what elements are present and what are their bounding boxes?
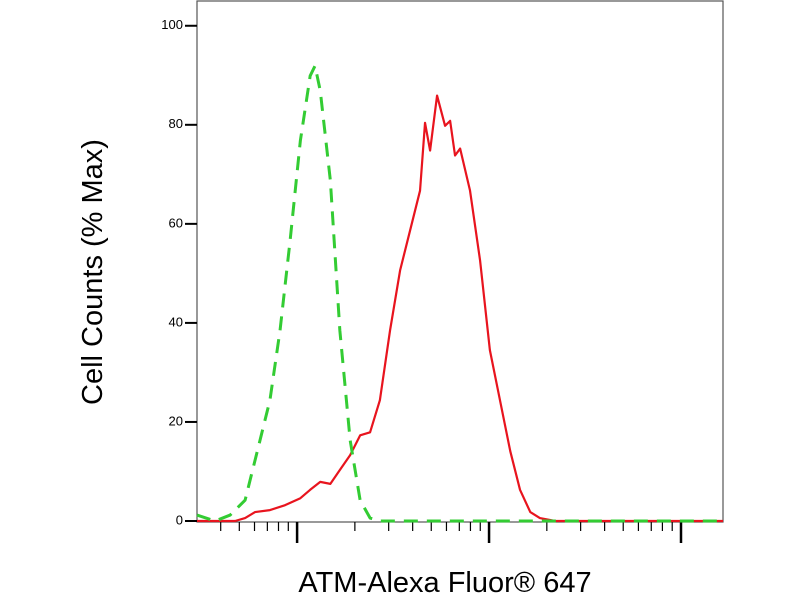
histogram-line: [196, 64, 723, 523]
y-tick-label: 100: [161, 17, 183, 32]
x-axis-title: ATM-Alexa Fluor® 647: [298, 567, 591, 599]
y-tick-label: 40: [169, 314, 183, 329]
y-tick-label: 20: [169, 413, 183, 428]
y-tick-label: 60: [169, 215, 183, 230]
y-axis-title: Cell Counts (% Max): [77, 139, 109, 405]
histogram-line: [197, 94, 723, 523]
y-tick-label: 80: [169, 116, 183, 131]
plot-frame: [196, 0, 724, 523]
y-tick-label: 0: [176, 512, 183, 527]
